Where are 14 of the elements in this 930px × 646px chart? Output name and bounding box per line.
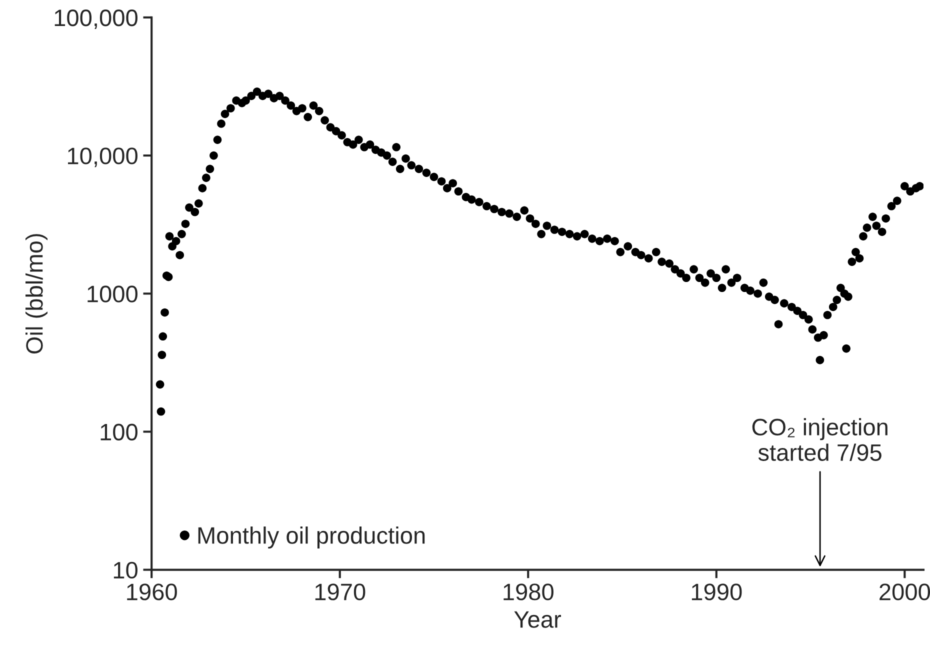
y-axis-title: Oil (bbl/mo) [25,234,48,354]
y-tick-label: 10,000 [68,148,138,168]
x-tick-label: 1960 [127,584,177,600]
y-tick-label: 10 [114,562,138,579]
y-tick-label: 100 [100,424,138,440]
x-axis-title: Year [514,611,562,628]
x-tick-label: 1970 [315,584,366,600]
annotation: CO₂ injection started 7/95 [752,418,888,461]
x-tick-label: 1980 [504,584,554,600]
y-tick-label: 1000 [88,286,138,302]
x-tick-label: 1990 [692,584,742,600]
y-tick-label: 100,000 [54,10,138,30]
x-tick-label: 2000 [880,584,930,600]
legend-label: Monthly oil production [198,526,425,549]
